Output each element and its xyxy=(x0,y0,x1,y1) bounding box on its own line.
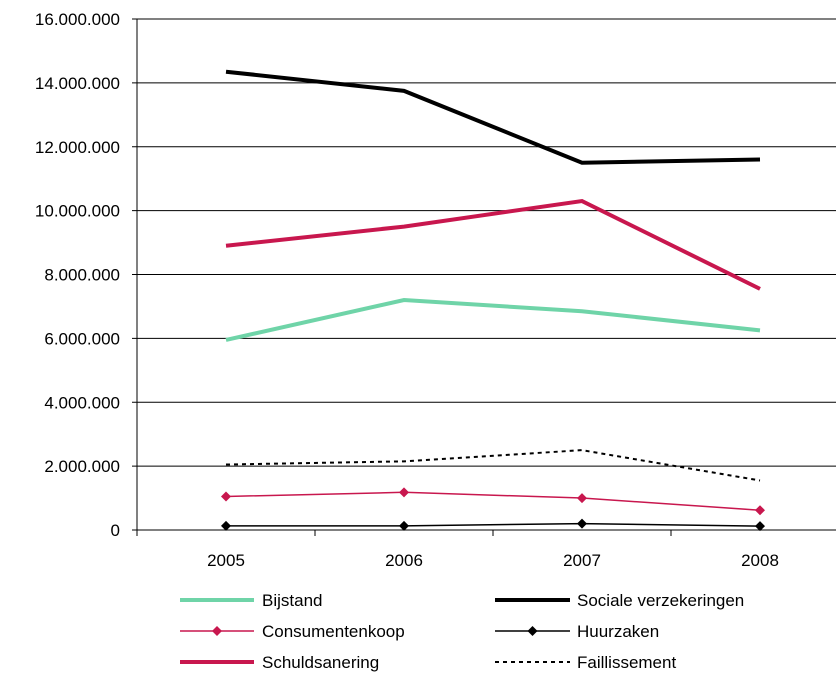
legend-item: Consumentenkoop xyxy=(180,622,405,641)
x-tick-label: 2006 xyxy=(385,551,423,570)
x-tick-label: 2007 xyxy=(563,551,601,570)
x-tick-label: 2008 xyxy=(741,551,779,570)
legend-item: Sociale verzekeringen xyxy=(495,591,744,610)
x-tick-label: 2005 xyxy=(207,551,245,570)
legend-item: Schuldsanering xyxy=(180,653,379,672)
x-tick-labels: 2005 2006 2007 2008 xyxy=(207,551,779,570)
y-tick-label: 6.000.000 xyxy=(44,329,120,348)
series-bijstand xyxy=(225,298,761,342)
gridlines xyxy=(137,18,836,467)
series-line xyxy=(225,298,761,342)
legend-label: Bijstand xyxy=(262,591,322,610)
legend-marker xyxy=(212,626,222,636)
y-tick-label: 0 xyxy=(111,521,120,540)
legend-label: Huurzaken xyxy=(577,622,659,641)
y-tick-label: 14.000.000 xyxy=(35,74,120,93)
data-point xyxy=(221,520,231,531)
y-tick-label: 12.000.000 xyxy=(35,138,120,157)
series-line xyxy=(225,491,761,511)
series-line xyxy=(225,69,761,165)
y-tick-label: 4.000.000 xyxy=(44,393,120,412)
series-huurzaken xyxy=(221,518,765,532)
data-point xyxy=(577,518,587,529)
legend-label: Sociale verzekeringen xyxy=(577,591,744,610)
series-faillissement xyxy=(225,449,761,482)
legend-item: Faillissement xyxy=(495,653,676,672)
legend-label: Faillissement xyxy=(577,653,676,672)
data-point xyxy=(755,521,765,532)
series-lines xyxy=(221,69,765,532)
legend-label: Consumentenkoop xyxy=(262,622,405,641)
data-point xyxy=(399,520,409,531)
series-sociale-verzekeringen xyxy=(225,69,761,165)
legend: Bijstand Sociale verzekeringen Consumenten… xyxy=(180,591,744,672)
data-point xyxy=(577,493,587,504)
y-tick-labels: 0 2.000.000 4.000.000 6.000.000 8.000.000 10.… xyxy=(35,10,120,540)
series-line xyxy=(226,522,761,527)
y-tick-label: 2.000.000 xyxy=(44,457,120,476)
series-consumentenkoop xyxy=(221,487,765,516)
series-schuldsanering xyxy=(225,198,761,291)
y-tick-label: 8.000.000 xyxy=(44,266,120,285)
data-point xyxy=(221,491,231,502)
data-point xyxy=(755,505,765,516)
legend-marker xyxy=(527,626,538,636)
legend-item: Huurzaken xyxy=(495,622,659,641)
series-line xyxy=(225,198,761,291)
legend-label: Schuldsanering xyxy=(262,653,379,672)
y-tick-label: 10.000.000 xyxy=(35,202,120,221)
y-tick-label: 16.000.000 xyxy=(35,10,120,29)
data-point xyxy=(399,487,409,498)
series-line xyxy=(225,449,761,482)
axes xyxy=(132,18,836,536)
legend-item: Bijstand xyxy=(180,591,322,610)
